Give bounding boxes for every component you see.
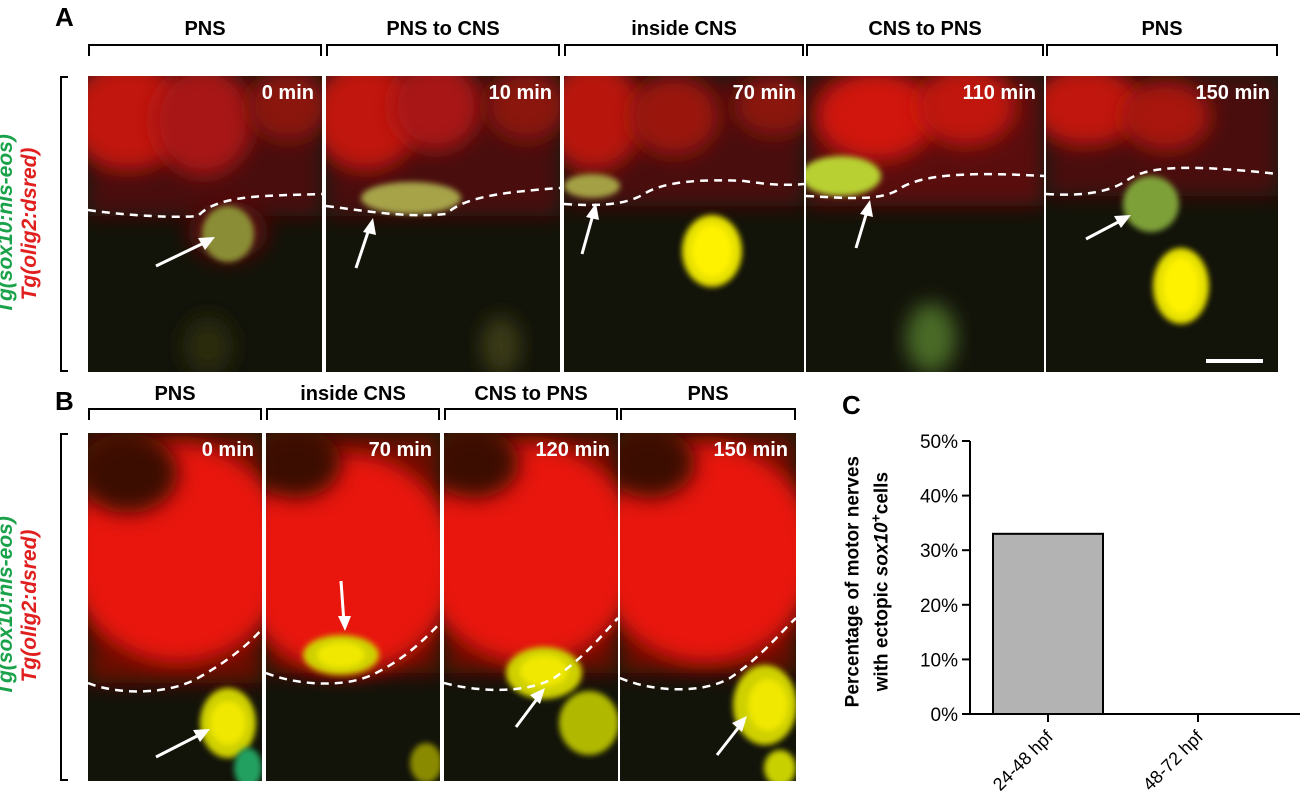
- transgene-label-a: Tg(sox10:nls-eos) Tg(olig2:dsred): [0, 104, 42, 344]
- panel-c-letter: C: [842, 390, 861, 420]
- chart-y-axis-label: Percentage of motor nerves with ectopic …: [842, 422, 893, 742]
- transgene-sox10: Tg(sox10:nls-eos): [0, 134, 17, 314]
- ylabel-gene: sox10: [871, 522, 893, 577]
- transgene-olig2: Tg(olig2:dsred): [18, 529, 41, 683]
- micrograph-image: [266, 433, 440, 781]
- stage-bracket: [1046, 44, 1278, 56]
- micrograph-frame: 0 min: [88, 433, 262, 781]
- stage-bracket: [326, 44, 560, 56]
- timepoint-label: 0 min: [261, 82, 314, 104]
- stage-label: CNS to PNS: [868, 18, 982, 40]
- timepoint-label: 150 min: [1195, 82, 1270, 104]
- row-bracket: [60, 76, 68, 372]
- micrograph-image: [88, 76, 322, 372]
- timepoint-label: 110 min: [962, 82, 1036, 104]
- micrograph-frame: 150 min: [620, 433, 796, 781]
- stage-bracket: [620, 408, 796, 420]
- micrograph-frame: 70 min: [564, 76, 804, 372]
- stage-label: PNS to CNS: [386, 18, 500, 40]
- timepoint-label: 10 min: [488, 82, 552, 104]
- y-tick-label: 0%: [931, 705, 959, 726]
- stage-bracket: [444, 408, 618, 420]
- ylabel-plus: +: [867, 514, 884, 523]
- y-tick-label: 10%: [920, 650, 958, 671]
- ylabel-line2: with ectopic sox10+cells: [864, 422, 893, 742]
- timepoint-label: 70 min: [732, 82, 796, 104]
- micrograph-image: [1046, 76, 1278, 324]
- stage-bracket: [806, 44, 1044, 56]
- y-tick-label: 40%: [920, 487, 958, 508]
- row-bracket: [60, 433, 68, 781]
- stage-label: CNS to PNS: [474, 383, 588, 405]
- x-tick-label: 24-48 hpf: [989, 726, 1058, 795]
- y-tick-label: 20%: [920, 596, 958, 617]
- y-tick-label: 50%: [920, 432, 958, 453]
- stage-bracket: [266, 408, 440, 420]
- micrograph-image: [806, 76, 1044, 372]
- x-tick-label: 48-72 hpf: [1139, 726, 1208, 795]
- panel-b-letter: B: [55, 386, 74, 416]
- ylabel-line1: Percentage of motor nerves: [842, 456, 864, 708]
- micrograph-frame: 10 min: [326, 76, 560, 372]
- micrograph-frame: 70 min: [266, 433, 440, 781]
- micrograph-frame: 150 min: [1046, 76, 1278, 372]
- panel-a-letter: A: [55, 2, 74, 32]
- micrograph-image: [88, 433, 262, 781]
- stage-label: inside CNS: [631, 18, 737, 40]
- micrograph-image: [326, 76, 560, 372]
- stage-label: PNS: [1141, 18, 1183, 40]
- stage-label: PNS: [184, 18, 226, 40]
- stage-label: PNS: [154, 383, 196, 405]
- micrograph-image: [564, 76, 804, 287]
- ylabel-line2-pre: with ectopic: [871, 576, 893, 692]
- micrograph-frame: 110 min: [806, 76, 1044, 372]
- micrograph-frame: 120 min: [444, 433, 618, 781]
- timepoint-label: 150 min: [713, 439, 788, 461]
- transgene-sox10: Tg(sox10:nls-eos): [0, 516, 17, 696]
- timepoint-label: 70 min: [368, 439, 432, 461]
- micrograph-frame: 0 min: [88, 76, 322, 372]
- stage-bracket: [88, 44, 322, 56]
- stage-label: inside CNS: [300, 383, 406, 405]
- stage-label: PNS: [687, 383, 729, 405]
- transgene-label-b: Tg(sox10:nls-eos) Tg(olig2:dsred): [0, 486, 42, 726]
- timepoint-label: 0 min: [201, 439, 254, 461]
- timepoint-label: 120 min: [535, 439, 610, 461]
- micrograph-image: [620, 433, 796, 781]
- transgene-olig2: Tg(olig2:dsred): [18, 147, 41, 301]
- micrograph-image: [444, 433, 618, 755]
- y-tick-label: 30%: [920, 541, 958, 562]
- stage-bracket: [88, 408, 262, 420]
- scale-bar: [1206, 359, 1263, 363]
- ylabel-line2-post: cells: [871, 471, 893, 515]
- bar: [992, 532, 1104, 715]
- stage-bracket: [564, 44, 804, 56]
